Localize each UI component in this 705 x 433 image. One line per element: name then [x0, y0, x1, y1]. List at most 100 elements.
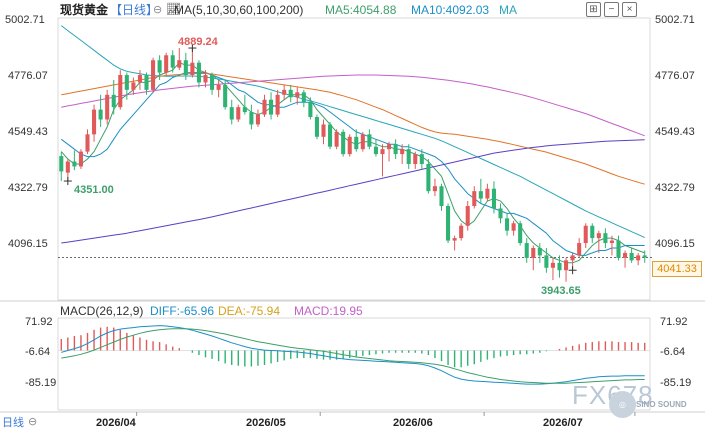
candle-body — [426, 163, 431, 192]
watermark-subtext: SINO SOUND — [636, 400, 687, 409]
y-axis-label-right: 5002.71 — [655, 14, 695, 26]
candle-body — [583, 225, 588, 244]
candle-body — [550, 262, 555, 268]
candle-body — [511, 223, 516, 231]
candle-body — [642, 255, 647, 258]
candle-body — [137, 75, 142, 83]
x-axis-label: 2026/06 — [393, 417, 433, 429]
candle-body — [478, 191, 483, 199]
remove-icon[interactable]: − — [604, 2, 619, 17]
candle-body — [118, 75, 123, 108]
candle-body — [531, 247, 536, 258]
candle-body — [472, 191, 477, 206]
y-axis-label-right: 4322.79 — [655, 182, 695, 194]
candle-body — [203, 75, 208, 83]
period-dropdown-icon[interactable]: ⊖ — [153, 4, 163, 16]
candle-body — [577, 243, 582, 256]
candle-body — [347, 136, 352, 155]
macd-label[interactable]: MACD(26,12,9) — [60, 304, 144, 318]
candle-body — [105, 94, 110, 120]
close-icon[interactable]: × — [622, 2, 637, 17]
candle-body — [419, 154, 424, 164]
instrument-title: 现货黄金 — [60, 3, 109, 17]
candle-body — [308, 102, 313, 118]
price-panel-frame — [57, 17, 651, 301]
y-axis-label-right: 4776.07 — [655, 70, 695, 82]
x-axis-label: 2026/04 — [96, 417, 136, 429]
y-axis-label: 4776.07 — [8, 70, 48, 82]
ma10-value: MA10:4092.03 — [411, 3, 490, 17]
ma-line-ma10 — [60, 72, 645, 256]
macd-y-label-right: -6.64 — [660, 346, 686, 358]
candle-body — [367, 134, 372, 147]
bottom-period-dropdown-icon[interactable]: ⊖ — [28, 416, 38, 428]
macd-diff-value: DIFF:-65.96 — [150, 304, 215, 318]
macd-y-label: 71.92 — [25, 316, 53, 328]
candle-body — [124, 75, 129, 90]
candle-body — [236, 107, 241, 120]
y-axis-label: 4549.43 — [8, 126, 48, 138]
candle-body — [288, 89, 293, 98]
ma-more-value: MA — [499, 3, 517, 17]
candle-body — [446, 205, 451, 241]
candle-body — [537, 247, 542, 256]
candle-body — [636, 255, 641, 261]
candle-body — [590, 225, 595, 239]
current-price-badge: 4041.33 — [652, 261, 702, 277]
y-axis-label-right: 4549.43 — [655, 126, 695, 138]
candle-body — [177, 60, 182, 68]
candle-body — [72, 161, 77, 167]
layout-icon[interactable]: ⊞ — [586, 2, 601, 17]
candle-body — [196, 62, 201, 83]
high-annotation: 4889.24 — [178, 36, 218, 48]
candle-body — [255, 114, 260, 125]
period-selector[interactable]: 【日线】 — [110, 3, 159, 17]
candle-body — [59, 156, 64, 172]
candle-body — [242, 107, 247, 113]
candle-body — [465, 205, 470, 226]
candle-body — [164, 55, 169, 73]
candle-body — [144, 75, 149, 90]
ma-line-ma60 — [61, 73, 645, 185]
candle-body — [406, 149, 411, 164]
candle-body — [92, 109, 97, 135]
candle-body — [295, 92, 300, 98]
candle-body — [223, 84, 228, 108]
candle-body — [603, 233, 608, 244]
candle-body — [341, 131, 346, 155]
candle-body — [183, 60, 188, 76]
bottom-period-label[interactable]: 日线 — [2, 417, 24, 429]
ma-line-ma30 — [60, 25, 645, 239]
ma-indicator-label[interactable]: MA(5,10,30,60,100,200) — [174, 3, 304, 17]
candle-body — [544, 255, 549, 268]
candle-body — [623, 252, 628, 258]
indicator-icon[interactable]: 📈︎ — [166, 2, 182, 16]
candle-body — [328, 124, 333, 147]
candle-body — [432, 186, 437, 192]
candle-body — [518, 223, 523, 244]
candle-body — [498, 208, 503, 219]
candle-body — [229, 107, 234, 120]
candle-body — [524, 243, 529, 258]
candle-body — [360, 134, 365, 150]
candle-body — [269, 99, 274, 115]
candle-body — [616, 240, 621, 258]
macd-dea-value: DEA:-75.94 — [218, 304, 281, 318]
macd-y-label-right: -85.19 — [660, 377, 692, 389]
y-axis-label-right: 4096.15 — [655, 238, 695, 250]
candle-body — [210, 75, 215, 90]
ma5-value: MA5:4054.88 — [325, 3, 397, 17]
candle-body — [111, 94, 116, 108]
candle-body — [85, 134, 90, 152]
ma-line-ma100 — [61, 74, 645, 137]
candle-body — [65, 161, 70, 173]
candle-body — [459, 225, 464, 239]
candle-body — [301, 92, 306, 103]
candle-body — [452, 238, 457, 241]
ma-line-ma200 — [61, 139, 645, 244]
candle-body — [380, 149, 385, 155]
candle-body — [596, 233, 601, 239]
candle-body — [249, 112, 254, 125]
candle-body — [190, 62, 195, 76]
candle-body — [354, 136, 359, 150]
